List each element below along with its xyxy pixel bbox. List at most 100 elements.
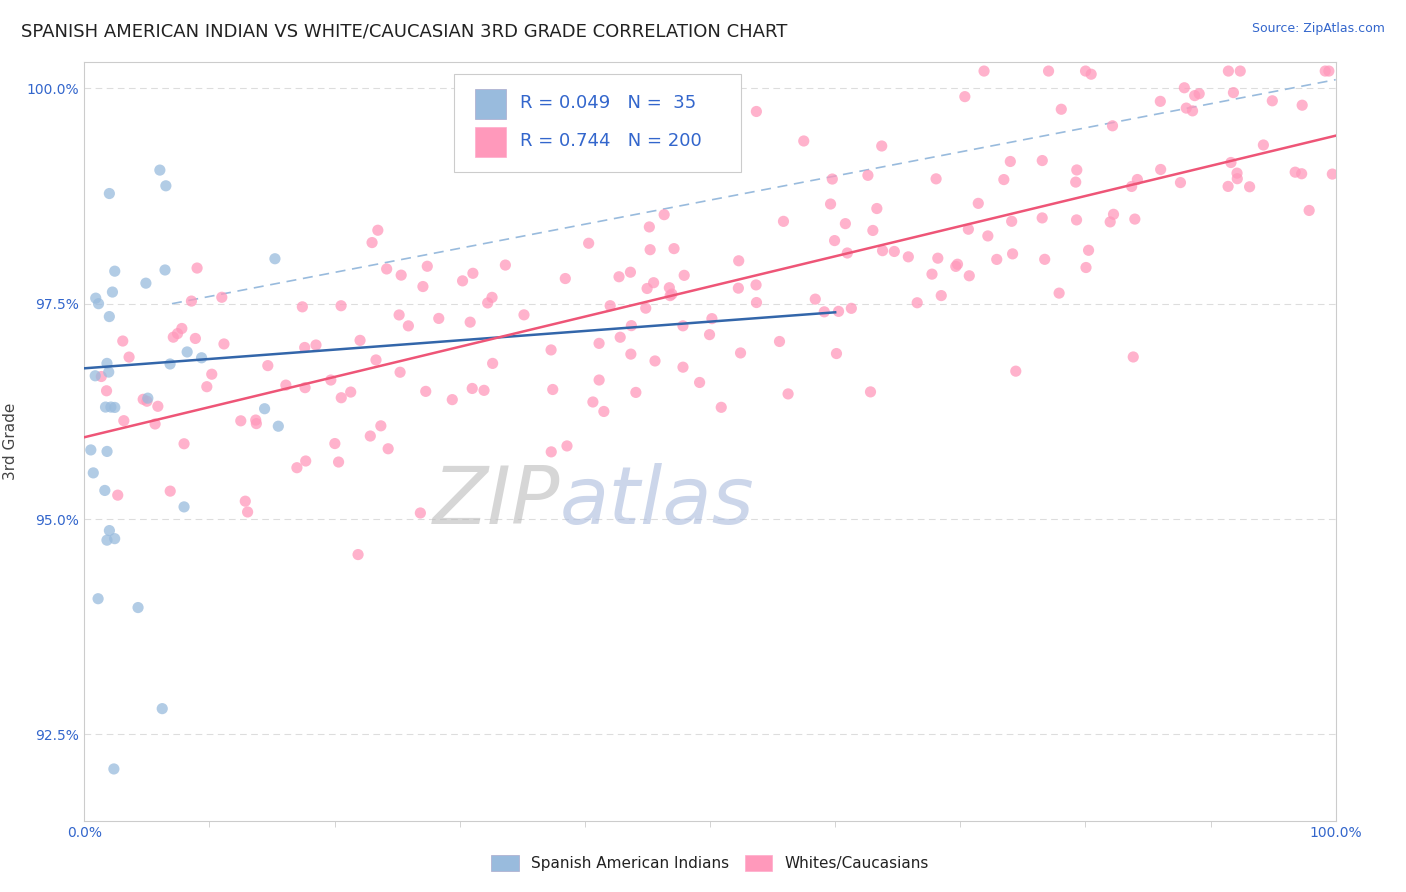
Point xyxy=(135,394,157,409)
Point xyxy=(176,345,198,359)
Point xyxy=(1322,167,1344,181)
Point xyxy=(96,356,118,370)
Point xyxy=(672,318,695,333)
Point xyxy=(644,354,666,368)
Point xyxy=(554,271,576,285)
Point xyxy=(245,417,267,431)
Point xyxy=(80,442,103,457)
Point xyxy=(905,295,928,310)
Point xyxy=(643,276,665,290)
Point xyxy=(211,290,233,304)
Point xyxy=(953,89,976,103)
Point xyxy=(305,338,328,352)
Point xyxy=(513,308,536,322)
Point xyxy=(104,401,127,415)
Point xyxy=(1181,103,1204,118)
Point xyxy=(330,299,353,313)
Text: Source: ZipAtlas.com: Source: ZipAtlas.com xyxy=(1251,22,1385,36)
Point xyxy=(201,368,224,382)
Point xyxy=(184,331,207,345)
Point xyxy=(412,279,434,293)
Point xyxy=(1184,88,1206,103)
Point xyxy=(578,236,600,251)
Point xyxy=(1074,64,1097,78)
Point xyxy=(458,315,481,329)
Point xyxy=(82,466,104,480)
Point xyxy=(957,268,980,283)
Point xyxy=(107,488,129,502)
Point xyxy=(793,134,815,148)
Point xyxy=(294,341,316,355)
Point xyxy=(96,444,118,458)
Point xyxy=(84,291,107,305)
Point xyxy=(294,454,316,468)
Point xyxy=(367,223,389,237)
Point xyxy=(1122,350,1144,364)
Point xyxy=(778,387,800,401)
Point xyxy=(957,222,980,236)
Point xyxy=(97,365,120,379)
Point xyxy=(361,235,384,250)
Point xyxy=(897,250,920,264)
Point xyxy=(364,353,387,368)
Point xyxy=(540,343,562,357)
FancyBboxPatch shape xyxy=(454,74,741,172)
Point xyxy=(1121,179,1143,194)
Point xyxy=(1102,207,1125,221)
Point xyxy=(862,223,884,237)
Point xyxy=(555,439,578,453)
Point xyxy=(347,548,370,562)
Point xyxy=(236,505,259,519)
Point xyxy=(727,253,749,268)
Point xyxy=(389,268,412,282)
Point xyxy=(359,429,381,443)
Point xyxy=(1001,247,1024,261)
Point xyxy=(94,483,117,498)
Point xyxy=(173,436,195,450)
Point xyxy=(619,265,641,279)
Point xyxy=(620,347,643,361)
Point xyxy=(1291,98,1313,112)
Point xyxy=(103,762,125,776)
Point xyxy=(481,356,503,370)
Point xyxy=(866,202,889,216)
Point xyxy=(155,178,177,193)
Point xyxy=(1047,286,1070,301)
Point xyxy=(700,311,723,326)
Point xyxy=(825,346,848,360)
Point xyxy=(624,385,647,400)
Point xyxy=(1064,175,1087,189)
Point xyxy=(96,533,118,548)
Point xyxy=(1216,179,1239,194)
Text: R = 0.744   N = 200: R = 0.744 N = 200 xyxy=(520,131,702,150)
Point xyxy=(162,330,184,344)
Point xyxy=(461,266,484,280)
Point xyxy=(173,500,195,514)
Point xyxy=(323,436,346,450)
Point xyxy=(472,384,495,398)
Point xyxy=(679,123,702,137)
Point xyxy=(477,296,499,310)
Point xyxy=(859,384,882,399)
Point xyxy=(127,600,149,615)
Point xyxy=(1099,215,1122,229)
Point xyxy=(820,197,842,211)
Point xyxy=(1031,211,1053,225)
Point xyxy=(883,244,905,259)
Point xyxy=(319,373,342,387)
Point xyxy=(673,268,696,283)
Point xyxy=(1101,119,1123,133)
Point xyxy=(659,288,682,302)
Point xyxy=(170,321,193,335)
Point xyxy=(592,404,614,418)
Point xyxy=(1001,214,1024,228)
Point xyxy=(441,392,464,407)
Point xyxy=(588,373,610,387)
Point xyxy=(195,380,218,394)
Point xyxy=(285,460,308,475)
Point xyxy=(1074,260,1097,275)
Point xyxy=(1066,163,1088,178)
Text: R = 0.049   N =  35: R = 0.049 N = 35 xyxy=(520,94,696,112)
Point xyxy=(111,334,134,348)
Point xyxy=(87,296,110,310)
